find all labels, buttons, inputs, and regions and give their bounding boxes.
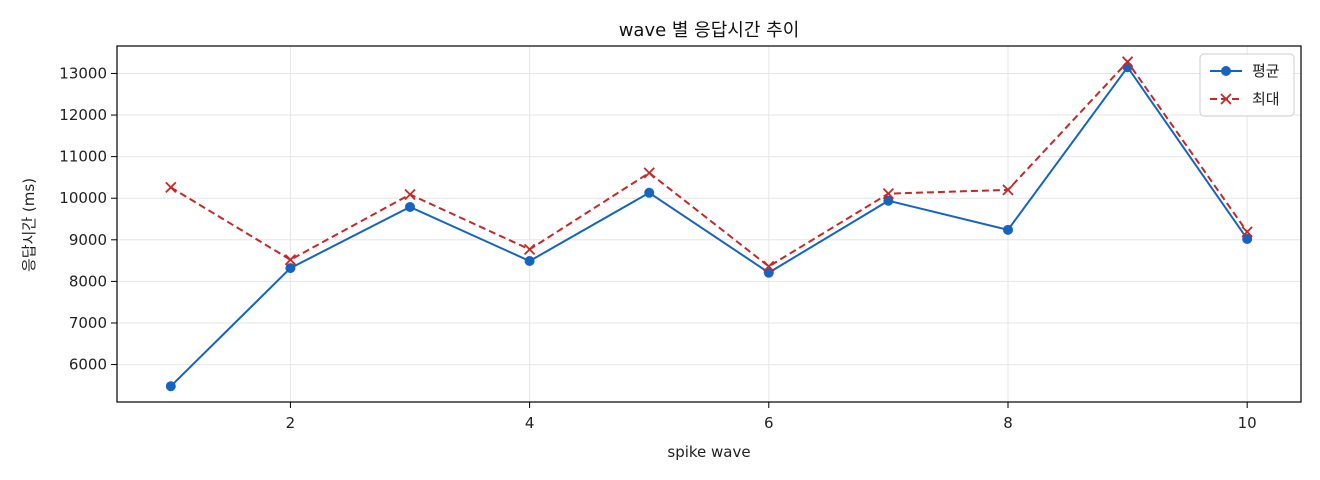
y-tick-label: 10000 xyxy=(59,189,107,207)
y-tick-label: 12000 xyxy=(59,106,107,124)
x-marker-stroke xyxy=(763,260,775,273)
y-tick-label: 8000 xyxy=(69,272,107,290)
data-point xyxy=(284,254,297,266)
chart-title: wave 별 응답시간 추이 xyxy=(619,20,800,41)
y-tick-label: 6000 xyxy=(69,356,107,374)
y-tick-label: 13000 xyxy=(59,64,107,82)
data-point xyxy=(523,243,536,256)
x-marker-stroke xyxy=(1121,56,1134,68)
data-point xyxy=(165,181,177,194)
x-marker-stroke xyxy=(165,181,177,194)
data-point xyxy=(763,260,775,273)
legend-label: 최대 xyxy=(1252,90,1280,108)
y-tick-label: 7000 xyxy=(69,314,107,332)
x-marker-stroke xyxy=(1220,93,1232,105)
x-tick-label: 10 xyxy=(1238,414,1257,432)
legend-marker xyxy=(1220,93,1232,105)
ticks-layer: 2 4 6 8 10 6000 7000 8000 9000 10000 11000 12000 130… xyxy=(59,64,1256,432)
x-tick-label: 4 xyxy=(525,414,535,432)
x-marker-stroke xyxy=(404,188,416,201)
legend-box xyxy=(1199,53,1295,117)
x-marker-stroke xyxy=(1241,226,1253,238)
data-point xyxy=(1122,62,1133,73)
data-point xyxy=(1121,56,1134,68)
data-point xyxy=(882,188,895,200)
x-marker-stroke xyxy=(284,254,297,266)
data-point xyxy=(1241,226,1253,238)
data-point xyxy=(883,195,894,206)
data-point xyxy=(1242,233,1253,244)
series-line xyxy=(170,60,1248,268)
data-point xyxy=(285,263,296,274)
y-tick-label: 11000 xyxy=(59,148,107,166)
x-tick-label: 6 xyxy=(764,414,774,432)
legend-label: 평균 xyxy=(1252,62,1280,80)
x-axis-title: spike wave xyxy=(667,443,750,461)
data-point xyxy=(165,381,176,392)
legend-item: 최대 xyxy=(1210,90,1280,108)
data-point xyxy=(405,201,416,212)
x-tick-label: 8 xyxy=(1003,414,1013,432)
data-point xyxy=(1002,184,1014,196)
data-point xyxy=(404,188,416,201)
series-mean xyxy=(165,62,1253,392)
data-point xyxy=(643,167,655,179)
x-marker-stroke xyxy=(882,188,895,200)
y-tick-label: 9000 xyxy=(69,231,107,249)
series-layer xyxy=(165,56,1253,392)
series-max xyxy=(165,56,1253,273)
plot-frame xyxy=(116,45,1302,403)
data-point xyxy=(644,187,655,198)
legend-marker xyxy=(1221,66,1231,76)
x-marker-stroke xyxy=(1002,184,1014,196)
series-line xyxy=(170,65,1249,387)
data-point xyxy=(1002,224,1013,235)
x-marker-stroke xyxy=(643,167,655,179)
grid-layer xyxy=(117,46,1301,402)
x-marker-stroke xyxy=(523,243,536,256)
legend-item: 평균 xyxy=(1210,62,1280,80)
x-tick-label: 2 xyxy=(286,414,296,432)
data-point xyxy=(524,256,535,267)
y-axis-title: 응답시간 (ms) xyxy=(20,178,38,272)
